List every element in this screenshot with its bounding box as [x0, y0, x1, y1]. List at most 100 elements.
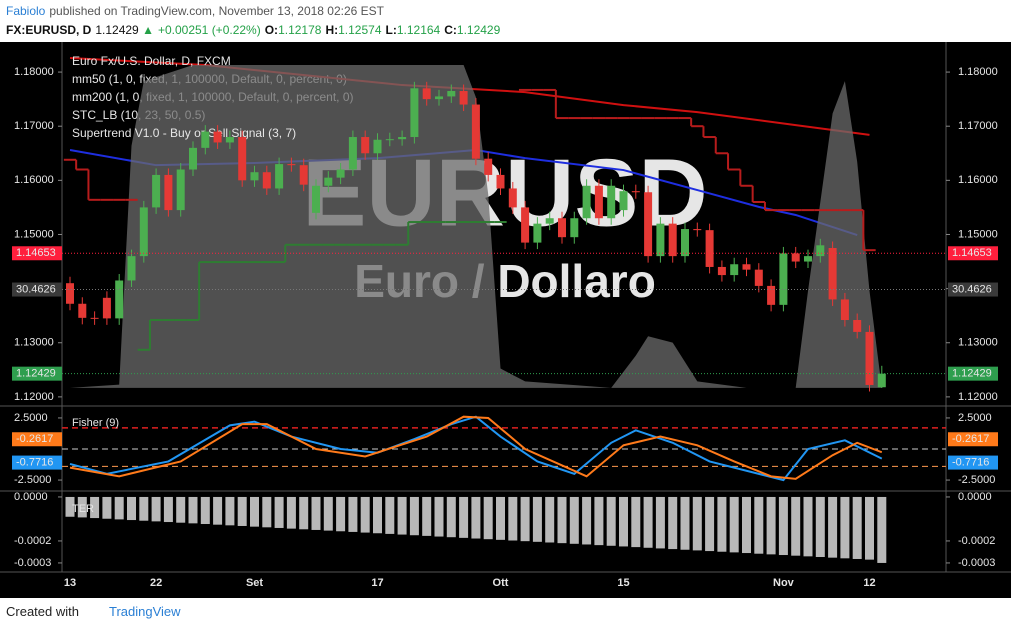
y-tick-label: 1.18000 — [958, 66, 998, 78]
bar — [508, 496, 518, 541]
bar — [557, 496, 567, 544]
bar — [336, 496, 346, 532]
bar — [483, 496, 493, 540]
candle-body — [656, 223, 665, 257]
bar — [828, 496, 838, 558]
price-badge — [948, 282, 998, 297]
candle-body — [348, 137, 357, 170]
candle-body — [262, 172, 271, 189]
candle-body — [410, 88, 419, 138]
bar — [163, 496, 173, 523]
bar — [151, 496, 161, 522]
close: 1.12429 — [456, 23, 501, 37]
y-tick-label: 2.5000 — [958, 412, 992, 424]
bar — [213, 496, 223, 525]
candle-body — [693, 229, 702, 231]
bar — [102, 496, 112, 519]
created: Created with — [6, 604, 79, 619]
candle-body — [275, 164, 284, 189]
bar — [865, 496, 874, 560]
candle-body — [717, 266, 726, 276]
bar — [619, 496, 628, 547]
candle-body — [115, 280, 124, 319]
header: Fabiolo published on TradingView.com, Nov… — [6, 2, 504, 40]
symbol[interactable]: FX:EURUSD, D — [6, 23, 92, 37]
price-badge-label: -0.2617 — [952, 433, 989, 445]
legend-entry: Supertrend V1.0 - Buy or Sell Signal (3,… — [72, 126, 296, 140]
bar — [532, 496, 542, 542]
chart-title: Euro Fx/U.S. Dollar, D, FXCM — [72, 54, 231, 68]
candle-body — [828, 248, 837, 300]
candle-body — [816, 245, 825, 257]
price-badge-label: -0.2617 — [16, 433, 53, 445]
candle-body — [545, 218, 554, 224]
candle-body — [631, 191, 640, 193]
y-tick-label: 1.17000 — [14, 120, 54, 132]
candle-body — [385, 139, 394, 141]
candle-body — [508, 188, 517, 208]
x-tick-label: 17 — [371, 577, 383, 589]
bar — [643, 496, 653, 548]
bar — [754, 496, 764, 554]
candle-body — [102, 297, 111, 319]
candle-body — [558, 218, 566, 238]
candle-body — [422, 88, 431, 100]
price-badge — [948, 246, 998, 261]
bar — [274, 496, 284, 528]
h-key: H: — [325, 23, 339, 37]
bar — [852, 496, 862, 559]
y-tick-label: -2.5000 — [14, 474, 51, 486]
candle-body — [176, 169, 185, 211]
price-badge — [12, 455, 62, 470]
bar — [766, 496, 776, 555]
publish-line: Fabiolo published on TradingView.com, Nov… — [6, 2, 504, 21]
price-badge — [948, 432, 998, 447]
price-badge — [948, 366, 998, 381]
y-tick-label: -0.0003 — [14, 557, 51, 569]
bar — [606, 496, 616, 546]
bar — [791, 496, 801, 556]
bar — [373, 496, 382, 534]
bar — [471, 496, 481, 539]
bar — [496, 496, 505, 540]
bar — [742, 496, 751, 554]
y-tick-label: 0.0000 — [14, 491, 48, 503]
bar — [668, 496, 678, 550]
price-badge-label: 1.14653 — [952, 247, 992, 259]
bar — [237, 496, 247, 526]
candle-body — [582, 185, 591, 219]
bar — [250, 496, 259, 527]
bar — [176, 496, 186, 523]
candle-body — [594, 185, 603, 219]
price-badge-label: 1.12429 — [952, 368, 992, 380]
candle-body — [471, 104, 480, 159]
price-badge-label: -0.7716 — [16, 456, 53, 468]
y-tick-label: 1.16000 — [14, 174, 54, 186]
bar — [90, 496, 100, 519]
bar — [127, 496, 136, 521]
author[interactable]: Fabiolo — [6, 4, 46, 18]
change: +0.00251 (+0.22%) — [157, 23, 261, 37]
bar — [446, 496, 456, 538]
bar — [422, 496, 432, 536]
stc-area — [70, 65, 882, 388]
candle-body — [865, 331, 874, 385]
footer: Created with TradingView — [6, 604, 181, 619]
y-tick-label: 1.16000 — [958, 174, 998, 186]
brand[interactable]: TradingView — [108, 604, 181, 619]
bar — [65, 496, 75, 517]
candle-body — [447, 91, 456, 97]
bar — [262, 496, 272, 528]
candle-body — [705, 230, 714, 267]
bar — [840, 496, 850, 559]
candle-body — [213, 131, 222, 143]
bar — [545, 496, 555, 543]
c-key: C: — [444, 23, 457, 37]
y-tick-label: 1.15000 — [14, 228, 54, 240]
candle-body — [459, 91, 468, 105]
candle-body — [754, 269, 763, 286]
candle-body — [189, 147, 197, 170]
candle-body — [361, 137, 370, 154]
x-tick-label: 13 — [64, 577, 76, 589]
candle-body — [336, 169, 345, 178]
